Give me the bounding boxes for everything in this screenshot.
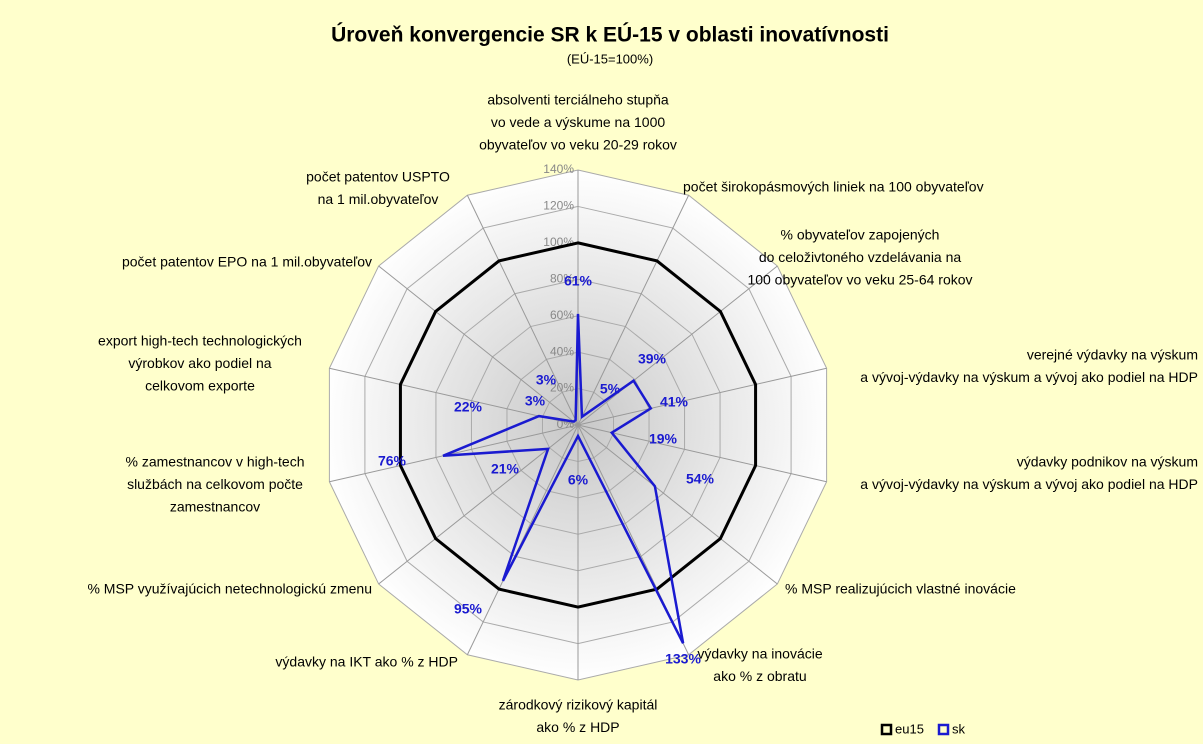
y-tick-label: 20% (550, 381, 574, 395)
data-label: 3% (525, 393, 546, 409)
axis-label: export high-tech technologických (98, 333, 302, 349)
spoke (577, 195, 690, 426)
axis-label: počet širokopásmových liniek na 100 obyv… (683, 179, 984, 195)
axis-label: 100 obyvateľov vo veku 25-64 rokov (747, 272, 972, 288)
data-label: 54% (686, 471, 715, 487)
y-tick-label: 120% (543, 199, 574, 213)
spoke (577, 265, 778, 426)
data-label: 95% (454, 601, 483, 617)
axis-label: a vývoj-výdavky na výskum a vývoj ako po… (860, 476, 1198, 492)
spoke (577, 424, 827, 483)
axis-label: počet patentov EPO na 1 mil.obyvateľov (122, 254, 372, 270)
spoke (378, 424, 579, 585)
spoke (466, 424, 579, 655)
spoke (329, 367, 579, 426)
axis-label: počet patentov USPTO (306, 169, 450, 185)
data-label: 6% (568, 472, 589, 488)
data-label: 21% (491, 461, 520, 477)
legend-label: eu15 (895, 721, 924, 736)
data-label: 19% (649, 431, 678, 447)
legend-label: sk (952, 721, 966, 736)
axis-label: výdavky podnikov na výskum (1017, 454, 1198, 470)
chart-subtitle: (EÚ-15=100%) (567, 51, 653, 66)
axis-label: do celoživtoného vzdelávania na (759, 249, 962, 265)
axis-label: % MSP využívajúcich netechnologickú zmen… (87, 581, 372, 597)
data-label: 39% (638, 351, 667, 367)
data-label: 76% (378, 453, 407, 469)
axis-label: % zamestnancov v high-tech (126, 454, 305, 470)
axis-label: ako % z HDP (536, 719, 619, 735)
axis-label: celkovom exporte (145, 378, 255, 394)
data-label: 61% (564, 273, 593, 289)
axis-label: a vývoj-výdavky na výskum a vývoj ako po… (860, 369, 1198, 385)
axis-label: % obyvateľov zapojených (781, 227, 940, 243)
series-line (398, 241, 758, 609)
series-line (442, 313, 685, 644)
y-tick-label: 80% (550, 271, 574, 285)
spoke (577, 424, 778, 585)
axis-label: ako % z obratu (713, 668, 806, 684)
spoke (466, 195, 579, 426)
axis-label: na 1 mil.obyvateľov (318, 191, 439, 207)
data-label: 3% (536, 372, 557, 388)
data-label: 22% (454, 399, 483, 415)
axis-label: službách na celkovom počte (127, 476, 303, 492)
axis-label: vo vede a výskume na 1000 (491, 114, 666, 130)
axis-label: verejné výdavky na výskum (1027, 347, 1198, 363)
spoke (577, 367, 827, 426)
legend-swatch (937, 723, 950, 736)
axis-label: zamestnancov (170, 499, 260, 515)
axis-label: výdavky na IKT ako % z HDP (275, 654, 458, 670)
axis-label: % MSP realizujúcich vlastné inovácie (785, 581, 1016, 597)
y-tick-label: 60% (550, 308, 574, 322)
spoke (329, 424, 579, 483)
data-label: 41% (660, 394, 689, 410)
spoke (378, 265, 579, 426)
axis-label: zárodkový rizikový kapitál (499, 697, 658, 713)
chart-title: Úroveň konvergencie SR k EÚ-15 v oblasti… (331, 23, 889, 47)
axis-label: výrobkov ako podiel na (128, 355, 271, 371)
axis-label: absolventi terciálneho stupňa (487, 92, 669, 108)
y-tick-label: 140% (543, 162, 574, 176)
data-label: 133% (665, 651, 701, 667)
data-label: 5% (600, 381, 621, 397)
axis-label: výdavky na inovácie (697, 646, 823, 662)
y-tick-label: 40% (550, 344, 574, 358)
axis-label: obyvateľov vo veku 20-29 rokov (479, 137, 677, 153)
legend-swatch (880, 723, 893, 736)
